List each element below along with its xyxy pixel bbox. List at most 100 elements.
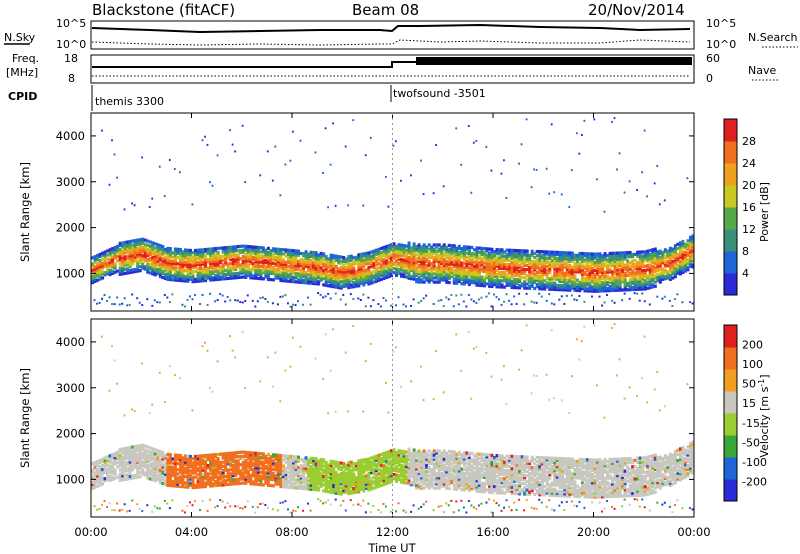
power-cell: [510, 273, 514, 277]
power-cell: [123, 247, 127, 251]
power-cell: [553, 254, 557, 259]
power-cell: [435, 257, 439, 262]
power-cell: [384, 273, 388, 278]
power-cell: [430, 278, 434, 282]
power-cell: [312, 269, 316, 273]
power-cell: [570, 274, 574, 278]
power-cell: [118, 262, 122, 266]
velocity-cell: [214, 469, 218, 473]
power-cell: [113, 254, 117, 258]
power-cell: [302, 280, 306, 285]
power-cell: [304, 254, 308, 258]
velocity-cell: [91, 484, 95, 489]
power-cell: [641, 281, 645, 285]
power-cell: [395, 271, 399, 275]
power-cell: [666, 274, 670, 278]
power-cell: [392, 271, 396, 275]
power-cell: [357, 269, 361, 273]
power-cell: [523, 269, 527, 274]
power-cell: [540, 295, 543, 298]
velocity-cell: [266, 475, 270, 479]
power-cell: [435, 268, 439, 272]
power-cell: [168, 301, 171, 304]
power-cell: [563, 265, 567, 269]
power-cell: [510, 281, 514, 285]
power-cell: [656, 275, 660, 279]
power-cell: [221, 266, 225, 271]
power-cell: [472, 264, 476, 268]
power-cell: [472, 248, 476, 252]
power-cell: [475, 248, 479, 252]
velocity-cell: [176, 484, 180, 488]
velocity-cell: [259, 470, 263, 474]
power-cell: [405, 263, 409, 267]
power-cell: [425, 272, 429, 276]
power-cell: [337, 255, 341, 259]
power-cell: [560, 286, 564, 290]
velocity-cell: [178, 482, 182, 487]
power-cell: [485, 145, 488, 148]
power-cell: [455, 277, 459, 281]
power-cell: [342, 276, 346, 280]
power-cell: [498, 279, 502, 283]
power-cell: [384, 299, 387, 302]
power-cell: [136, 267, 140, 271]
power-cell: [324, 273, 328, 277]
power-cell: [118, 247, 122, 252]
power-cell: [292, 259, 296, 263]
power-cell: [580, 276, 584, 280]
velocity-cell: [271, 471, 275, 476]
power-cell: [520, 269, 524, 274]
velocity-cell: [209, 455, 213, 459]
power-cell: [475, 262, 479, 267]
power-cell: [673, 268, 677, 273]
power-cell: [101, 272, 105, 276]
velocity-cell: [299, 474, 303, 478]
power-cell: [304, 256, 308, 260]
power-cell: [688, 262, 692, 266]
power-cell: [377, 266, 381, 270]
power-cell: [598, 270, 602, 275]
power-cell: [392, 256, 396, 260]
power-cell: [382, 262, 386, 266]
power-cell: [342, 264, 346, 268]
power-cell: [342, 268, 346, 272]
power-cell: [106, 267, 110, 272]
power-cell: [493, 264, 497, 268]
ytick-label: 1000: [56, 266, 85, 280]
power-cell: [397, 261, 401, 265]
power-cell: [560, 273, 564, 277]
power-cell: [525, 274, 529, 278]
power-cell: [648, 286, 652, 290]
velocity-cell: [151, 453, 155, 457]
power-cell: [485, 259, 489, 263]
power-cell: [553, 287, 557, 292]
power-cell: [299, 278, 303, 282]
power-cell: [161, 257, 165, 261]
velocity-cell: [123, 461, 127, 465]
power-cell: [199, 254, 203, 258]
power-cell: [299, 260, 303, 264]
power-cell: [570, 270, 574, 274]
power-cell: [221, 294, 224, 297]
power-cell: [254, 245, 258, 249]
power-cell: [405, 252, 409, 256]
power-cell: [470, 245, 474, 250]
velocity-cell: [261, 454, 265, 458]
power-cell: [369, 275, 373, 279]
power-cell: [194, 250, 198, 255]
power-cell: [234, 272, 238, 276]
velocity-cell: [143, 452, 147, 457]
power-cell: [181, 254, 185, 258]
velocity-cell: [168, 457, 172, 461]
power-cell: [462, 282, 466, 286]
power-cell: [688, 237, 692, 242]
velocity-cell: [216, 483, 220, 487]
velocity-cell: [266, 463, 270, 467]
velocity-cell: [264, 467, 268, 471]
power-cell: [364, 305, 367, 308]
velocity-cell: [286, 479, 290, 483]
power-cell: [209, 276, 213, 280]
power-cell: [656, 256, 660, 260]
power-cell: [498, 260, 502, 264]
